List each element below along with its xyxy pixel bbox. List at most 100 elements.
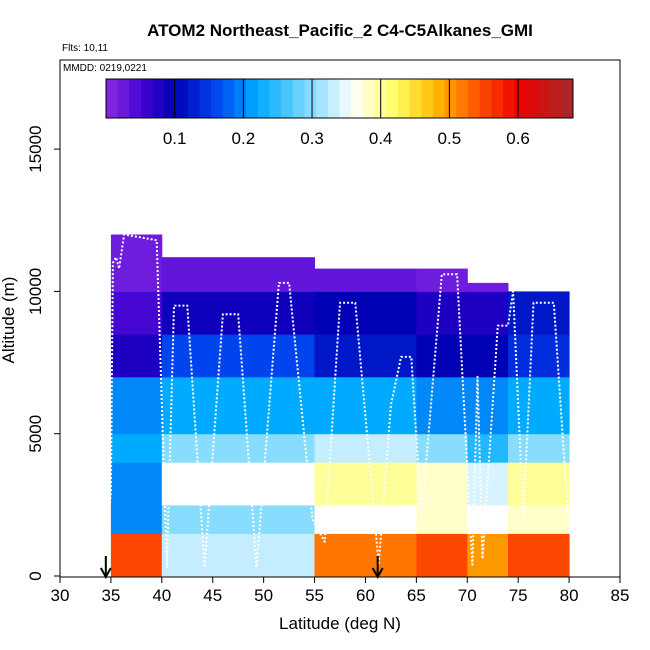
- heatmap-cell: [110, 533, 163, 577]
- x-tick-label: 40: [152, 586, 171, 605]
- heatmap-cell: [314, 334, 417, 378]
- colorbar-swatch: [397, 79, 410, 118]
- heatmap-cell: [110, 234, 163, 292]
- colorbar-swatch: [141, 79, 154, 118]
- colorbar-swatch: [211, 79, 224, 118]
- heatmap-cell: [508, 433, 570, 463]
- x-tick-label: 75: [509, 586, 528, 605]
- colorbar-swatch: [292, 79, 305, 118]
- colorbar-swatch: [327, 79, 340, 118]
- colorbar-tick-label: 0.1: [163, 129, 187, 148]
- colorbar-swatch: [432, 79, 445, 118]
- colorbar-frame: [105, 78, 574, 119]
- colorbar-swatch: [269, 79, 282, 118]
- heatmap-cell: [110, 433, 163, 463]
- x-tick-label: 85: [611, 586, 630, 605]
- colorbar-tick-label: 0.6: [506, 129, 530, 148]
- colorbar-swatch: [222, 79, 235, 118]
- colorbar-swatch: [164, 79, 177, 118]
- colorbar-swatch: [316, 79, 329, 118]
- colorbar-swatch: [444, 79, 457, 118]
- heatmap-cell: [508, 504, 570, 534]
- colorbar-swatch: [514, 79, 527, 118]
- flight-track-line: [107, 233, 571, 569]
- heatmap-cell: [110, 504, 163, 534]
- colorbar-tick-label: 0.3: [300, 129, 324, 148]
- heatmap-cell: [416, 504, 468, 534]
- x-tick-label: 65: [407, 586, 426, 605]
- y-tick-label: 10000: [26, 268, 45, 315]
- heatmap-cell: [110, 334, 163, 378]
- heatmap-cell: [161, 257, 315, 292]
- heatmap-cell: [161, 533, 315, 577]
- heatmap-cell: [508, 334, 570, 378]
- heatmap-cell: [161, 334, 315, 378]
- colorbar-swatch: [467, 79, 480, 118]
- colorbar-swatch: [117, 79, 130, 118]
- x-tick-label: 60: [356, 586, 375, 605]
- y-tick-label: 0: [26, 571, 45, 580]
- colorbar-swatch: [339, 79, 352, 118]
- heatmap-cell: [467, 376, 509, 435]
- colorbar-swatch: [281, 79, 294, 118]
- colorbar: 0.1 0.2 0.3 0.4 0.5 0.6: [105, 78, 574, 148]
- heatmap-cell: [467, 334, 509, 378]
- colorbar-swatch: [503, 79, 516, 118]
- colorbar-swatch: [456, 79, 469, 118]
- colorbar-swatch: [538, 79, 551, 118]
- heatmap-cell: [416, 334, 468, 378]
- colorbar-swatch: [187, 79, 200, 118]
- heatmap-cell: [416, 433, 468, 463]
- flights-label: Flts: 10,11: [62, 43, 108, 54]
- colorbar-swatch: [409, 79, 422, 118]
- y-axis-label: Altitude (m): [0, 277, 18, 364]
- heatmap-cell: [314, 533, 417, 577]
- heatmap-cell: [508, 291, 570, 335]
- x-tick-label: 50: [254, 586, 273, 605]
- heatmap-cell: [161, 376, 315, 435]
- colorbar-swatch: [152, 79, 165, 118]
- colorbar-swatch: [549, 79, 562, 118]
- heatmap-cell: [314, 268, 417, 292]
- x-tick-label: 55: [305, 586, 324, 605]
- colorbar-tick-label: 0.4: [369, 129, 393, 148]
- colorbar-swatch: [199, 79, 212, 118]
- colorbar-swatch: [129, 79, 142, 118]
- heatmap-cell: [467, 282, 509, 292]
- colorbar-swatch: [526, 79, 539, 118]
- x-axis: 30 35 40 45 50 55 60 65 70 75 80 85: [51, 577, 630, 605]
- heatmap-cell: [508, 533, 570, 577]
- colorbar-swatch: [561, 79, 574, 118]
- y-axis: 0 5000 10000 15000: [26, 125, 60, 581]
- colorbar-swatch: [351, 79, 364, 118]
- heatmap-cell: [416, 533, 468, 577]
- flight-track: [107, 233, 571, 569]
- colorbar-swatch: [421, 79, 434, 118]
- colorbar-swatch: [362, 79, 375, 118]
- heatmap-cell: [467, 433, 509, 463]
- heatmap-cell: [416, 376, 468, 435]
- colorbar-swatch: [246, 79, 259, 118]
- heatmap-cell: [110, 376, 163, 435]
- heatmap-cells: [110, 234, 570, 577]
- heatmap-cell: [314, 462, 417, 506]
- x-tick-label: 30: [51, 586, 70, 605]
- colorbar-swatch: [386, 79, 399, 118]
- heatmap-cell: [467, 533, 509, 577]
- chart-title: ATOM2 Northeast_Pacific_2 C4-C5Alkanes_G…: [147, 21, 533, 40]
- colorbar-swatch: [479, 79, 492, 118]
- heatmap-cell: [314, 291, 417, 335]
- dates-label: MMDD: 0219,0221: [63, 63, 147, 74]
- heatmap-cell: [314, 376, 417, 435]
- y-tick-label: 15000: [26, 125, 45, 172]
- colorbar-swatch: [106, 79, 119, 118]
- colorbar-swatch: [176, 79, 189, 118]
- heatmap-cell: [161, 433, 315, 463]
- colorbar-swatch: [491, 79, 504, 118]
- x-tick-label: 45: [203, 586, 222, 605]
- x-axis-label: Latitude (deg N): [279, 614, 401, 633]
- heatmap-cell: [161, 504, 315, 534]
- x-tick-label: 35: [101, 586, 120, 605]
- colorbar-tick-label: 0.2: [232, 129, 256, 148]
